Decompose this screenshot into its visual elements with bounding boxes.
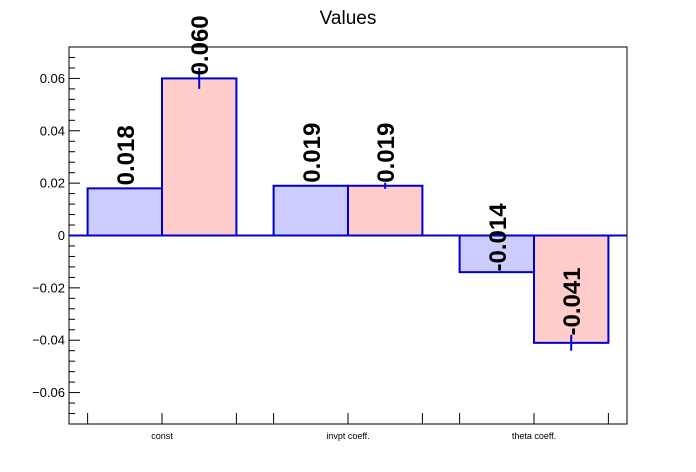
bar — [161, 77, 238, 237]
bars — [86, 67, 610, 351]
data-label: 0.018 — [113, 125, 140, 185]
bar — [347, 184, 424, 237]
y-tick-label: −0.02 — [32, 280, 65, 295]
y-tick-label: 0.02 — [40, 176, 65, 191]
y-tick-label: −0.06 — [32, 385, 65, 400]
bar — [272, 184, 350, 237]
y-tick-label: 0.04 — [40, 123, 65, 138]
x-tick-label: theta coeff. — [512, 431, 556, 441]
x-tick-label: invpt coeff. — [326, 431, 369, 441]
data-labels: 0.018 0.019 -0.014 0.060 0.019 -0.041 — [113, 15, 586, 335]
chart-title: Values — [320, 8, 377, 29]
data-label: -0.041 — [559, 267, 586, 335]
x-tick-label: const — [151, 431, 173, 441]
data-label: 0.019 — [373, 123, 400, 183]
y-tick-label: 0 — [58, 228, 65, 243]
data-label: -0.014 — [485, 203, 512, 272]
y-tick-label: −0.04 — [32, 333, 65, 348]
data-label: 0.019 — [299, 123, 326, 183]
bar — [86, 187, 163, 237]
y-tick-label: 0.06 — [40, 71, 65, 86]
data-label: 0.060 — [187, 15, 214, 75]
